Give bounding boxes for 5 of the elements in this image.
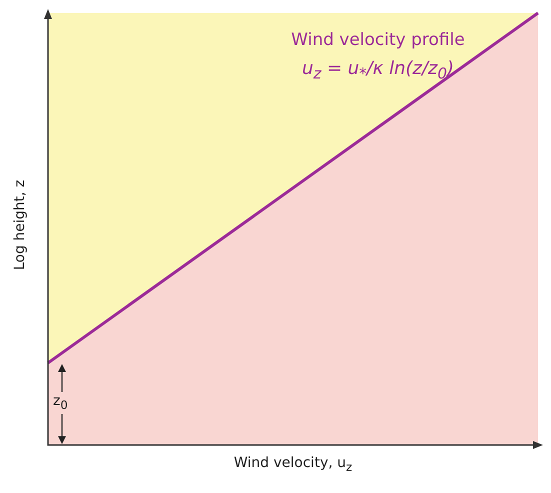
y-axis-title: Log height, z xyxy=(12,178,28,272)
annotation: u$_{z}$ = u$_{*}$/κ ln(z/z$_{0}$) xyxy=(300,58,456,83)
annotation: z$_{0}$ xyxy=(53,392,68,414)
x-axis-title: Wind velocity, u$_{z}$ xyxy=(232,455,354,474)
text: Wind velocity profile xyxy=(290,30,466,50)
